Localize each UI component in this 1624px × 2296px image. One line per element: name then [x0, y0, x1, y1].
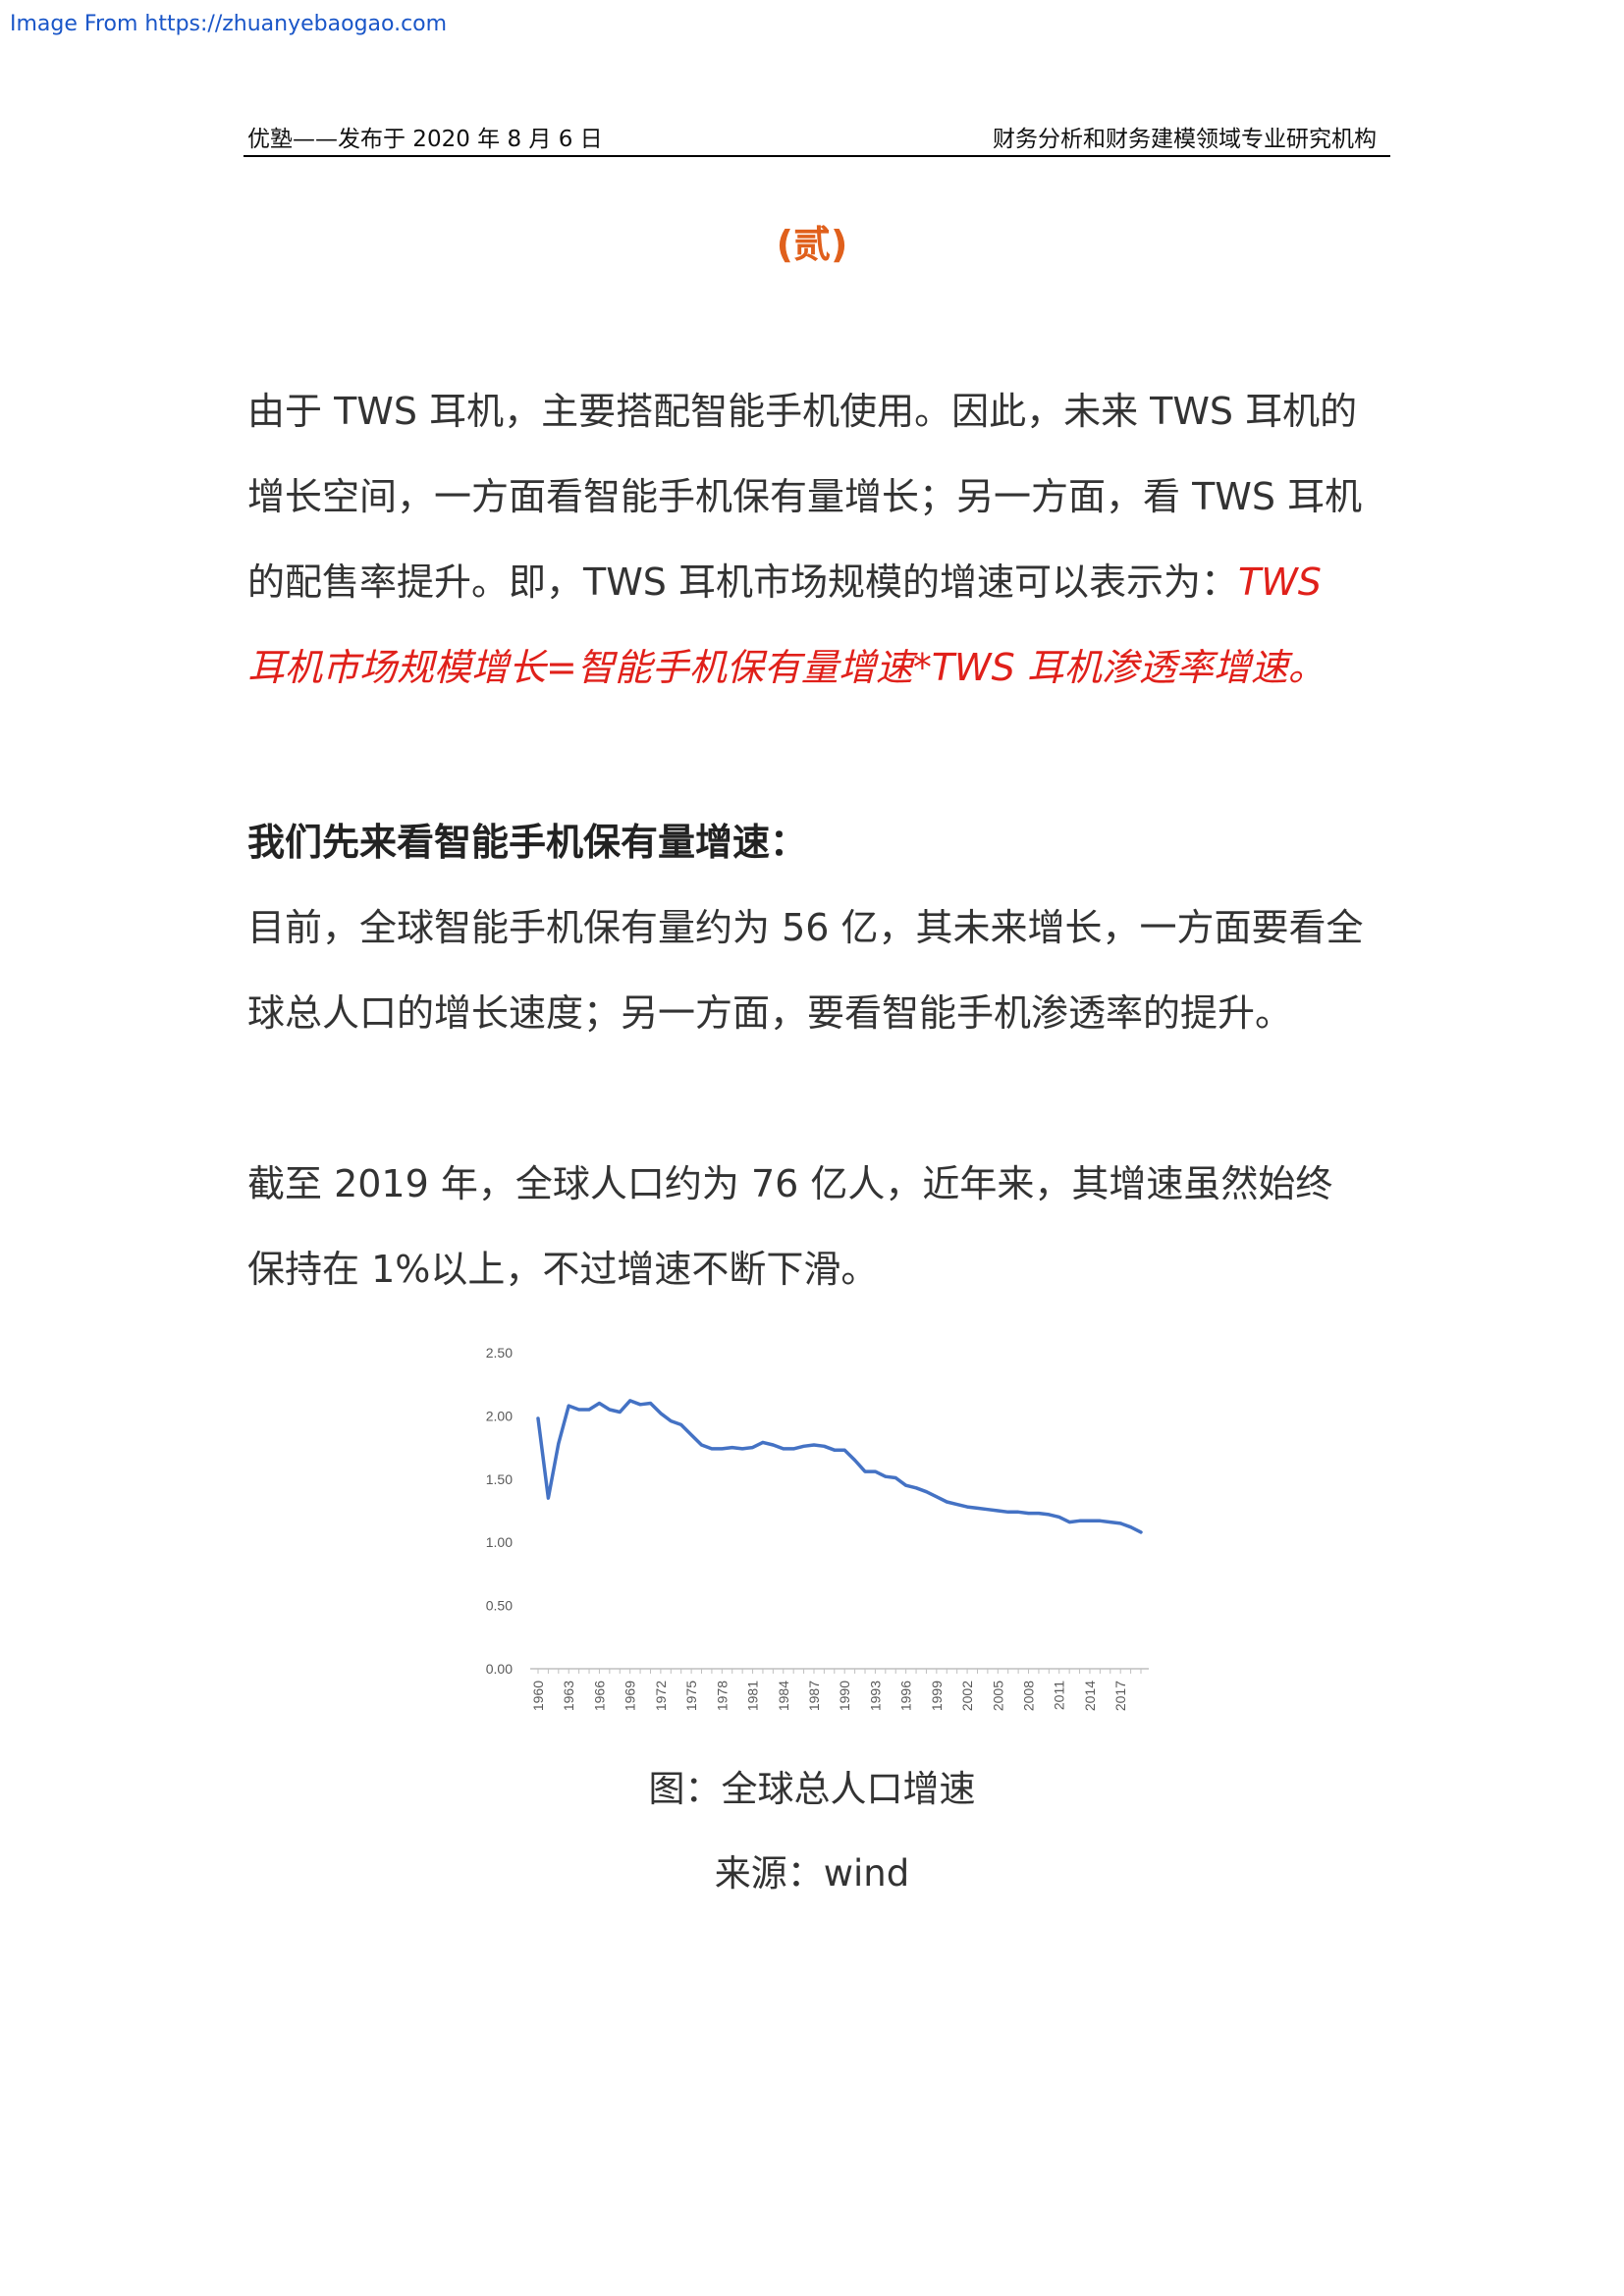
- x-tick-label: 1996: [898, 1681, 914, 1711]
- x-tick-label: 2002: [959, 1681, 975, 1711]
- x-tick-label: 1999: [929, 1681, 945, 1711]
- y-tick-label: 1.00: [486, 1534, 513, 1550]
- y-tick-label: 0.00: [486, 1661, 513, 1677]
- x-tick-label: 1960: [530, 1681, 546, 1711]
- figure-source: 来源：wind: [714, 1852, 910, 1895]
- x-tick-label: 1969: [623, 1681, 638, 1711]
- paragraph-tws-text: 由于 TWS 耳机，主要搭配智能手机使用。因此，未来 TWS 耳机的增长空间，一…: [247, 390, 1363, 604]
- x-tick-label: 2011: [1052, 1681, 1067, 1710]
- x-tick-label: 2008: [1021, 1681, 1037, 1711]
- x-tick-label: 1987: [806, 1681, 822, 1711]
- x-tick-label: 1993: [867, 1681, 883, 1711]
- x-tick-label: 1984: [776, 1681, 791, 1711]
- figure-caption: 图：全球总人口增速: [648, 1768, 976, 1810]
- page-header: 优塾——发布于 2020 年 8 月 6 日 财务分析和财务建模领域专业研究机构: [244, 116, 1390, 157]
- y-tick-label: 2.50: [486, 1345, 513, 1361]
- y-tick-label: 1.50: [486, 1471, 513, 1487]
- paragraph-smartphone: 目前，全球智能手机保有量约为 56 亿，其未来增长，一方面要看全球总人口的增长速…: [247, 906, 1364, 1035]
- x-tick-label: 2014: [1082, 1681, 1098, 1711]
- header-org-tagline: 财务分析和财务建模领域专业研究机构: [993, 127, 1377, 152]
- paragraph-population: 截至 2019 年，全球人口约为 76 亿人，近年来，其增速虽然始终保持在 1%…: [247, 1162, 1333, 1291]
- y-tick-label: 2.00: [486, 1408, 513, 1423]
- x-tick-label: 2005: [990, 1681, 1005, 1711]
- x-tick-label: 1978: [714, 1681, 730, 1711]
- lead-heading: 我们先来看智能手机保有量增速：: [247, 821, 808, 864]
- x-tick-label: 1963: [561, 1681, 576, 1711]
- x-tick-label: 1975: [683, 1681, 699, 1711]
- formula-highlight: TWS 耳机市场规模增长=智能手机保有量增速*TWS 耳机渗透率增速。: [247, 561, 1326, 689]
- x-tick-label: 2017: [1112, 1681, 1128, 1711]
- population-growth-chart: 0.00 0.50 1.00 1.50 2.00 2.50 1960 1963 1966 1969…: [461, 1325, 1168, 1718]
- x-tick-label: 1966: [591, 1681, 607, 1711]
- x-tick-label: 1990: [837, 1681, 852, 1711]
- header-publish-date: 优塾——发布于 2020 年 8 月 6 日: [247, 127, 603, 152]
- y-tick-label: 0.50: [486, 1598, 513, 1614]
- series-line: [536, 1399, 1143, 1534]
- source-link[interactable]: Image From https://zhuanyebaogao.com: [10, 12, 448, 36]
- section-title: (贰): [776, 223, 848, 266]
- chart-svg: 0.00 0.50 1.00 1.50 2.00 2.50 1960 1963 1966 1969…: [486, 1345, 1149, 1711]
- x-tick-label: 1981: [745, 1681, 761, 1711]
- x-tick-label: 1972: [653, 1681, 669, 1711]
- paragraph-tws-growth: 由于 TWS 耳机，主要搭配智能手机使用。因此，未来 TWS 耳机的增长空间，一…: [247, 369, 1367, 711]
